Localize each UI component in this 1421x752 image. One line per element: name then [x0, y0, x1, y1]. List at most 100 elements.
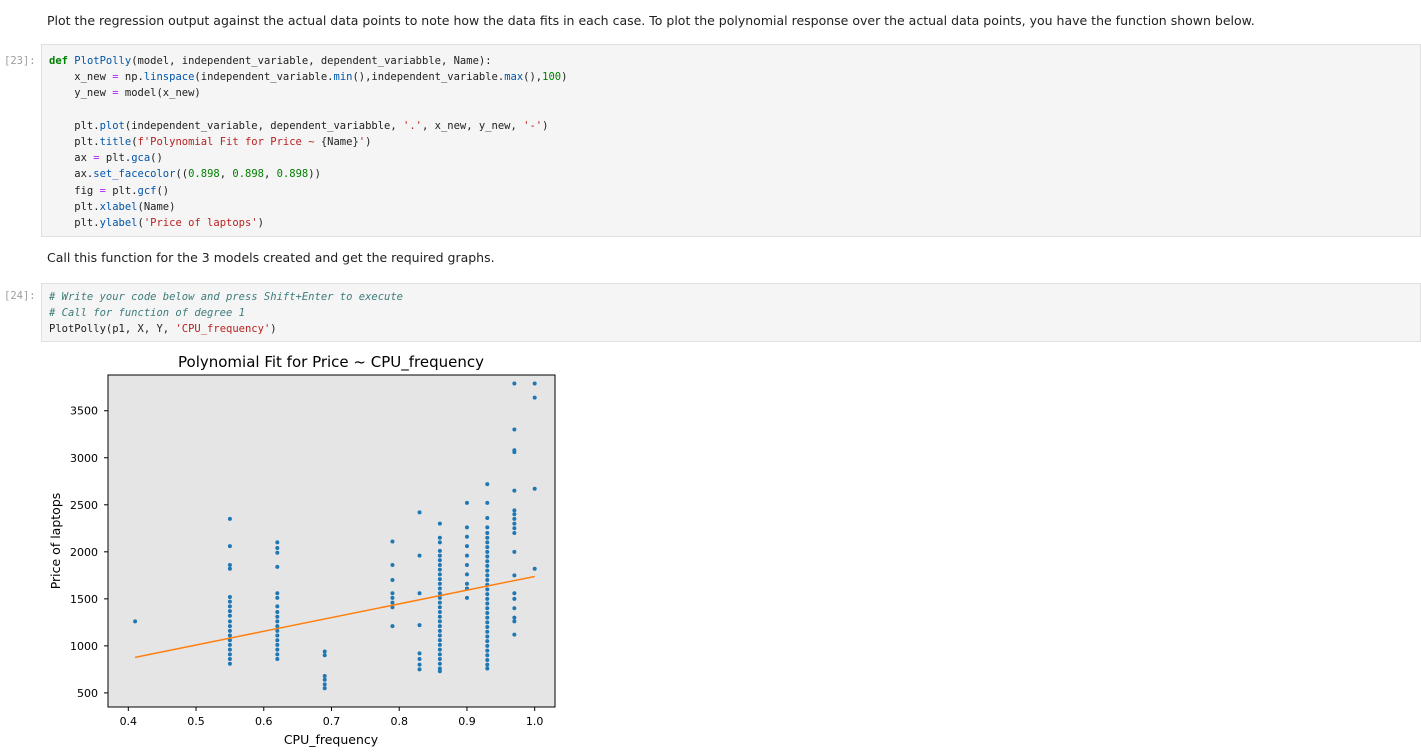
data-point	[485, 545, 490, 550]
code-token: '	[358, 135, 366, 148]
code-line: ax = plt.gca()	[49, 150, 567, 166]
x-tick-label: 0.5	[187, 715, 205, 728]
code-token: (independent_variable, dependent_variabb…	[124, 119, 404, 132]
data-point	[485, 559, 490, 564]
data-point	[532, 395, 537, 400]
data-point	[512, 619, 517, 624]
data-point	[437, 548, 442, 553]
data-point	[437, 553, 442, 558]
data-point	[417, 662, 422, 667]
data-point	[512, 521, 517, 526]
data-point	[464, 534, 469, 539]
code-cell-23[interactable]: def PlotPolly(model, independent_variabl…	[41, 44, 1421, 237]
data-point	[227, 613, 232, 618]
data-point	[437, 624, 442, 629]
y-tick-label: 500	[77, 687, 98, 700]
data-point	[512, 573, 517, 578]
data-point	[227, 633, 232, 638]
data-point	[485, 666, 490, 671]
code-token: np.	[118, 71, 144, 84]
code-token: # Call for function of degree 1	[49, 307, 245, 320]
data-point	[275, 628, 280, 633]
data-point	[227, 599, 232, 604]
data-point	[512, 596, 517, 601]
code-cell-23-source[interactable]: def PlotPolly(model, independent_variabl…	[49, 53, 567, 231]
code-token: )	[365, 135, 372, 148]
data-point	[437, 562, 442, 567]
x-tick-label: 0.8	[390, 715, 408, 728]
data-point	[390, 591, 395, 596]
code-token: (independent_variable.	[194, 71, 334, 84]
code-line: # Call for function of degree 1	[49, 305, 403, 321]
data-point	[437, 567, 442, 572]
data-point	[227, 652, 232, 657]
data-point	[322, 653, 327, 658]
data-point	[485, 554, 490, 559]
x-tick-label: 0.4	[120, 715, 138, 728]
data-point	[512, 531, 517, 536]
markdown-intro-text: Plot the regression output against the a…	[47, 13, 1255, 28]
data-point	[437, 647, 442, 652]
data-point	[485, 549, 490, 554]
data-point	[417, 651, 422, 656]
data-point	[275, 550, 280, 555]
code-token: ()	[156, 184, 170, 197]
data-point	[512, 591, 517, 596]
code-token: xlabel	[99, 200, 138, 213]
code-token: plt.	[49, 200, 100, 213]
data-point	[437, 535, 442, 540]
data-point	[417, 591, 422, 596]
data-point	[464, 553, 469, 558]
data-point	[485, 540, 490, 545]
code-cell-24[interactable]: # Write your code below and press Shift+…	[41, 283, 1421, 342]
data-point	[437, 669, 442, 674]
data-point	[275, 642, 280, 647]
data-point	[532, 381, 537, 386]
data-point	[512, 427, 517, 432]
data-point	[275, 604, 280, 609]
data-point	[322, 673, 327, 678]
code-token: '.'	[403, 119, 422, 132]
data-point	[512, 508, 517, 513]
code-token: def	[49, 55, 75, 67]
code-token: ((	[175, 168, 189, 181]
fit-line	[134, 575, 535, 659]
data-point	[227, 619, 232, 624]
data-point	[437, 666, 442, 671]
code-token: min	[333, 71, 353, 84]
code-cell-24-source[interactable]: # Write your code below and press Shift+…	[49, 289, 403, 338]
data-point	[464, 500, 469, 505]
chart-title: Polynomial Fit for Price ~ CPU_frequency	[178, 353, 484, 372]
data-point	[437, 572, 442, 577]
data-point	[512, 526, 517, 531]
data-point	[485, 573, 490, 578]
data-point	[275, 546, 280, 551]
data-point	[437, 642, 442, 647]
code-token: linspace	[143, 71, 195, 84]
code-token: )	[542, 119, 549, 132]
x-tick-label: 0.9	[458, 715, 476, 728]
code-token: (Name)	[137, 200, 176, 213]
x-axis: 0.4 0.5 0.6 0.7 0.8 0.9 1.0	[120, 707, 543, 728]
code-line: x_new = np.linspace(independent_variable…	[49, 69, 567, 85]
code-token: 0.898	[232, 168, 264, 181]
code-token: f'Polynomial Fit for Price ~	[137, 135, 321, 148]
data-point	[485, 515, 490, 520]
data-point	[437, 661, 442, 666]
data-point	[485, 657, 490, 662]
code-line: plt.title(f'Polynomial Fit for Price ~ {…	[49, 134, 567, 150]
code-token: =	[112, 71, 119, 84]
code-line: PlotPolly(p1, X, Y, 'CPU_frequency')	[49, 321, 403, 337]
data-point	[512, 381, 517, 386]
data-point	[417, 510, 422, 515]
code-token: )	[270, 323, 277, 336]
data-point	[437, 605, 442, 610]
code-token: plot	[99, 119, 125, 132]
data-point	[437, 600, 442, 605]
data-point	[512, 488, 517, 493]
data-point	[227, 628, 232, 633]
data-point	[464, 581, 469, 586]
code-token: fig	[49, 184, 100, 197]
data-point	[485, 620, 490, 625]
code-token: x_new	[49, 71, 113, 84]
